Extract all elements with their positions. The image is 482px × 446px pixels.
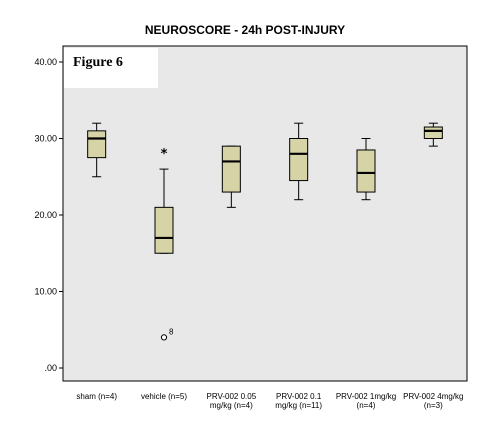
plot-area — [62, 45, 468, 382]
category-label: PRV-002 1mg/kg — [336, 392, 396, 401]
extreme-point: * — [161, 147, 168, 162]
category-label: PRV-002 0.05 — [206, 392, 256, 401]
chart-title: NEUROSCORE - 24h POST-INJURY — [145, 23, 345, 37]
box-group — [423, 122, 443, 147]
boxes: 8* — [87, 122, 443, 341]
box-group — [221, 145, 241, 208]
outlier-point — [160, 334, 168, 341]
category-label: PRV-002 0.1 — [276, 392, 322, 401]
y-tick-label: 30.00 — [34, 134, 57, 144]
y-tick-label: 20.00 — [34, 210, 57, 220]
outlier-label: 8 — [169, 327, 174, 336]
iqr-box — [221, 145, 241, 193]
iqr-box — [423, 126, 443, 140]
y-axis: .00 10.00 20.00 30.00 40.00 — [34, 57, 63, 373]
category-label: PRV-002 4mg/kg — [403, 392, 463, 401]
figure-label: Figure 6 — [73, 55, 123, 70]
box-group — [289, 122, 309, 201]
category-label: (n=4) — [357, 401, 376, 410]
y-tick-label: .00 — [44, 363, 57, 373]
box-group — [87, 122, 107, 178]
category-label: vehicle (n=5) — [141, 392, 187, 401]
figure-label-bg — [64, 48, 158, 88]
box-group — [356, 138, 376, 201]
y-tick-label: 40.00 — [34, 57, 57, 67]
y-tick-label: 10.00 — [34, 287, 57, 297]
box-group: 8* — [154, 147, 174, 341]
category-label: mg/kg (n=4) — [210, 401, 253, 410]
category-label: (n=3) — [424, 401, 443, 410]
category-label: mg/kg (n=11) — [275, 401, 322, 410]
x-axis-categories: sham (n=4) vehicle (n=5) PRV-002 0.05mg/kg… — [76, 392, 463, 410]
iqr-box — [87, 130, 107, 159]
iqr-box — [289, 138, 309, 182]
iqr-box — [154, 206, 174, 254]
category-label: sham (n=4) — [76, 392, 117, 401]
iqr-box — [356, 149, 376, 193]
